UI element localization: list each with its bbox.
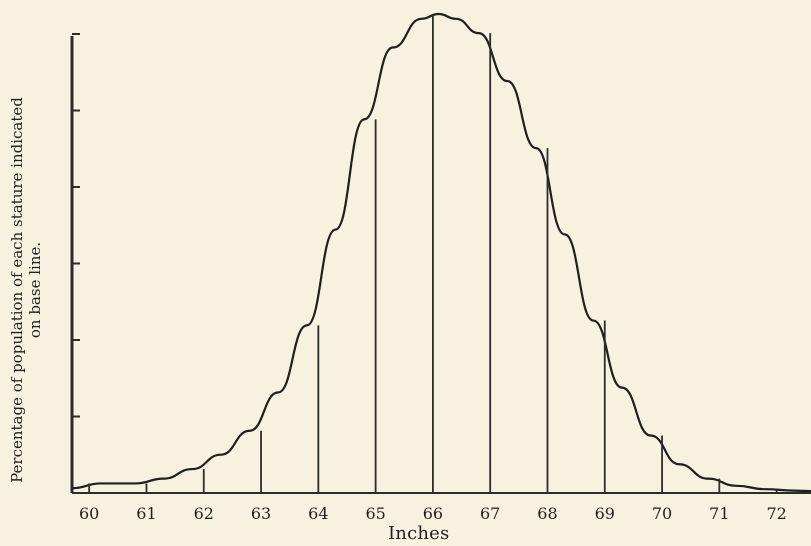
x-tick-label: 72	[766, 504, 786, 523]
x-axis-label: Inches	[388, 523, 450, 544]
distribution-curve	[71, 12, 811, 493]
x-tick-label: 63	[251, 504, 271, 523]
x-tick-label: 66	[423, 504, 443, 523]
x-tick-label: 69	[595, 504, 615, 523]
x-tick-label: 60	[79, 504, 99, 523]
y-axis-label-continuation: on base line.	[26, 241, 44, 339]
x-tick-label: 70	[652, 504, 672, 523]
y-axis-label: Percentage of population of each stature…	[8, 97, 26, 483]
x-tick-label: 64	[308, 504, 328, 523]
x-tick-label: 65	[365, 504, 385, 523]
x-tick-label: 67	[480, 504, 500, 523]
x-tick-label: 61	[136, 504, 156, 523]
x-tick-label: 68	[537, 504, 557, 523]
x-tick-label: 71	[709, 504, 729, 523]
x-tick-label: 62	[194, 504, 214, 523]
